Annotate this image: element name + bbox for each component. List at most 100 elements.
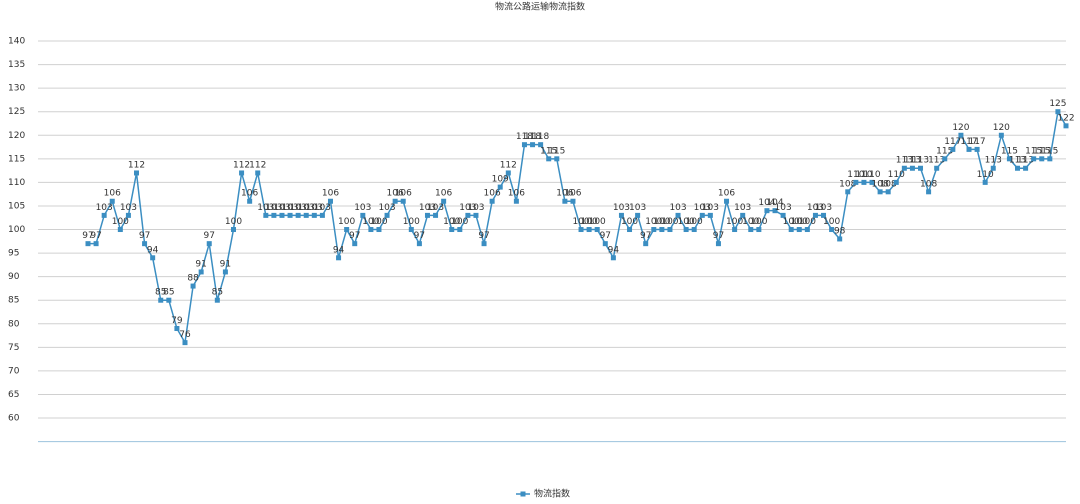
data-label: 115: [1041, 146, 1058, 156]
point: [109, 198, 115, 204]
point: [206, 241, 212, 247]
point: [804, 227, 810, 233]
point: [554, 156, 560, 162]
data-label: 108: [880, 179, 897, 189]
data-label: 97: [349, 231, 360, 241]
point: [263, 212, 269, 218]
point: [845, 189, 851, 195]
y-tick-label: 110: [8, 178, 25, 188]
point: [1031, 156, 1037, 162]
data-label: 103: [427, 203, 444, 213]
data-label: 106: [387, 189, 404, 199]
data-label: 110: [863, 170, 880, 180]
point: [360, 212, 366, 218]
point: [643, 241, 649, 247]
point: [408, 227, 414, 233]
data-label: 110: [847, 170, 864, 180]
point: [433, 212, 439, 218]
data-label: 100: [726, 217, 743, 227]
point: [505, 170, 511, 176]
y-tick-label: 80: [8, 319, 20, 329]
data-label: 97: [139, 231, 150, 241]
data-label: 115: [548, 146, 565, 156]
data-label: 100: [823, 217, 840, 227]
data-label: 108: [920, 179, 937, 189]
data-label: 113: [912, 156, 929, 166]
data-label: 122: [1057, 113, 1074, 123]
point: [150, 255, 156, 261]
y-tick-label: 135: [8, 60, 25, 70]
point: [966, 146, 972, 152]
data-label: 100: [799, 217, 816, 227]
data-label: 100: [791, 217, 808, 227]
point: [780, 212, 786, 218]
point: [829, 227, 835, 233]
point: [837, 236, 843, 242]
data-label: 104: [758, 198, 775, 208]
data-label: 97: [82, 231, 93, 241]
point: [497, 184, 503, 190]
point: [1015, 165, 1021, 171]
y-tick-label: 75: [8, 343, 19, 353]
point: [239, 170, 245, 176]
point: [651, 227, 657, 233]
data-label: 103: [96, 203, 113, 213]
data-label: 125: [1049, 99, 1066, 109]
data-label: 97: [204, 231, 215, 241]
point: [489, 198, 495, 204]
point: [1006, 156, 1012, 162]
point: [465, 212, 471, 218]
data-label: 106: [322, 189, 339, 199]
data-label: 100: [112, 217, 129, 227]
data-label: 118: [524, 132, 541, 142]
point: [1055, 109, 1061, 115]
data-label: 94: [608, 245, 620, 255]
data-label: 103: [669, 203, 686, 213]
data-label: 100: [783, 217, 800, 227]
data-label: 85: [163, 288, 174, 298]
data-label: 100: [225, 217, 242, 227]
data-label: 100: [451, 217, 468, 227]
point: [142, 241, 148, 247]
data-label: 113: [928, 156, 945, 166]
data-label: 91: [220, 259, 231, 269]
point: [869, 179, 875, 185]
data-label: 104: [766, 198, 783, 208]
data-label: 103: [314, 203, 331, 213]
data-label: 103: [613, 203, 630, 213]
data-label: 79: [171, 316, 183, 326]
point: [627, 227, 633, 233]
data-label: 100: [742, 217, 759, 227]
point: [578, 227, 584, 233]
point: [635, 212, 641, 218]
point: [812, 212, 818, 218]
y-tick-label: 85: [8, 296, 19, 306]
data-label: 85: [212, 288, 223, 298]
point: [125, 212, 131, 218]
data-label: 103: [257, 203, 274, 213]
data-label: 85: [155, 288, 166, 298]
point: [319, 212, 325, 218]
y-tick-label: 95: [8, 249, 19, 259]
point: [255, 170, 261, 176]
data-label: 100: [645, 217, 662, 227]
point: [327, 198, 333, 204]
point: [344, 227, 350, 233]
point: [101, 212, 107, 218]
point: [885, 189, 891, 195]
point: [618, 212, 624, 218]
point: [926, 189, 932, 195]
point: [594, 227, 600, 233]
legend-label: 物流指数: [534, 488, 570, 500]
point: [473, 212, 479, 218]
data-label: 103: [629, 203, 646, 213]
point: [877, 189, 883, 195]
data-label: 100: [370, 217, 387, 227]
data-label: 113: [904, 156, 921, 166]
data-label: 100: [589, 217, 606, 227]
data-label: 103: [378, 203, 395, 213]
point: [974, 146, 980, 152]
data-label: 100: [621, 217, 638, 227]
y-tick-label: 105: [8, 201, 25, 211]
